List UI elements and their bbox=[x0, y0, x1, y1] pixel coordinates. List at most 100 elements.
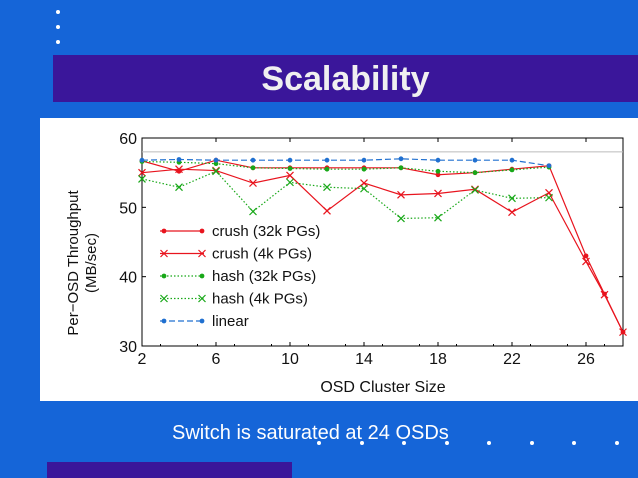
data-point bbox=[175, 183, 183, 192]
marker-stroke bbox=[249, 207, 257, 216]
x-tick-label: 18 bbox=[429, 351, 447, 368]
series-hash-32k-pgs bbox=[139, 159, 552, 176]
data-point bbox=[434, 213, 442, 222]
legend-label: hash (4k PGs) bbox=[212, 291, 308, 308]
data-point bbox=[323, 206, 331, 215]
data-point bbox=[175, 165, 183, 174]
legend-marker bbox=[160, 249, 168, 258]
marker-stroke bbox=[582, 257, 590, 266]
marker-stroke bbox=[160, 249, 168, 258]
data-point bbox=[397, 190, 405, 199]
legend-label: hash (32k PGs) bbox=[212, 268, 316, 285]
data-point bbox=[361, 166, 367, 172]
marker-stroke bbox=[397, 190, 405, 199]
data-point bbox=[138, 174, 146, 183]
data-point bbox=[582, 257, 590, 266]
x-tick-label: 22 bbox=[503, 351, 521, 368]
data-point bbox=[435, 168, 441, 174]
data-point bbox=[509, 157, 515, 163]
y-tick-label: 30 bbox=[119, 339, 137, 356]
legend-label: crush (32k PGs) bbox=[212, 223, 320, 240]
series-line bbox=[141, 170, 550, 220]
data-point bbox=[472, 157, 478, 163]
x-tick-label: 10 bbox=[281, 351, 299, 368]
data-point bbox=[361, 157, 367, 163]
legend-label: linear bbox=[212, 313, 249, 330]
series-line bbox=[141, 158, 550, 167]
data-point bbox=[287, 157, 293, 163]
x-tick-label: 26 bbox=[577, 351, 595, 368]
data-point bbox=[600, 290, 609, 299]
decor-dot bbox=[402, 441, 406, 445]
legend-entry: crush (4k PGs) bbox=[160, 246, 312, 263]
legend-marker bbox=[160, 294, 168, 303]
legend-marker bbox=[161, 228, 167, 234]
decor-dot bbox=[56, 25, 60, 29]
data-point bbox=[286, 171, 294, 180]
legend-entry: hash (32k PGs) bbox=[160, 268, 316, 285]
marker-stroke bbox=[619, 328, 627, 337]
decor-dot bbox=[529, 441, 534, 445]
data-point bbox=[619, 328, 627, 337]
data-point bbox=[324, 157, 330, 163]
chart-panel: 30 40 50 60 2 6 10 14 18 22 26 crush (32k PGs) crus… bbox=[40, 118, 638, 401]
decor-dot bbox=[56, 40, 60, 44]
y-tick-label: 40 bbox=[119, 270, 137, 287]
y-axis-label-line2: (MB/sec) bbox=[83, 233, 100, 293]
marker-stroke bbox=[323, 206, 331, 215]
decor-dot bbox=[487, 441, 491, 445]
marker-stroke bbox=[545, 193, 553, 202]
data-point bbox=[213, 157, 219, 163]
legend-marker bbox=[199, 273, 205, 279]
marker-stroke bbox=[249, 179, 257, 187]
decor-dot bbox=[614, 441, 619, 445]
bottom-band bbox=[47, 462, 292, 478]
data-point bbox=[212, 167, 220, 176]
series-hash-4k-pgs bbox=[138, 167, 553, 223]
y-tick-label: 50 bbox=[119, 200, 137, 217]
series-crush-4k-pgs bbox=[138, 165, 627, 337]
data-point bbox=[176, 157, 182, 162]
data-point bbox=[398, 156, 404, 162]
title-band bbox=[53, 55, 638, 102]
legend-marker bbox=[198, 249, 206, 258]
marker-stroke bbox=[138, 168, 146, 177]
marker-stroke bbox=[508, 208, 516, 217]
data-point bbox=[546, 163, 552, 169]
legend-marker bbox=[199, 228, 205, 234]
data-point bbox=[508, 194, 516, 203]
data-point bbox=[435, 172, 441, 178]
data-point bbox=[360, 179, 368, 187]
data-point bbox=[287, 166, 293, 171]
marker-stroke bbox=[138, 174, 146, 183]
marker-stroke bbox=[198, 249, 206, 258]
decor-dot bbox=[56, 10, 60, 14]
decor-dot bbox=[444, 441, 449, 445]
marker-stroke bbox=[360, 179, 368, 187]
marker-stroke bbox=[434, 213, 442, 222]
data-point bbox=[138, 168, 146, 177]
data-point bbox=[323, 183, 331, 192]
data-point bbox=[139, 157, 145, 163]
marker-stroke bbox=[286, 171, 294, 180]
marker-stroke bbox=[160, 294, 168, 303]
data-point bbox=[286, 178, 294, 187]
marker-stroke bbox=[286, 178, 294, 187]
marker-stroke bbox=[175, 165, 183, 174]
data-point bbox=[249, 207, 257, 216]
y-tick-label: 60 bbox=[119, 131, 137, 148]
data-point bbox=[509, 167, 515, 173]
data-point bbox=[434, 189, 442, 198]
data-point bbox=[545, 193, 553, 202]
data-point bbox=[435, 157, 441, 163]
legend-label: crush (4k PGs) bbox=[212, 246, 312, 263]
legend-entry: linear bbox=[160, 313, 249, 330]
legend-marker bbox=[198, 294, 206, 303]
slide-caption: Switch is saturated at 24 OSDs bbox=[172, 422, 449, 444]
x-axis-label: OSD Cluster Size bbox=[320, 379, 445, 396]
data-point bbox=[360, 184, 368, 193]
data-point bbox=[324, 166, 330, 172]
legend-marker bbox=[161, 318, 167, 324]
marker-stroke bbox=[175, 183, 183, 192]
